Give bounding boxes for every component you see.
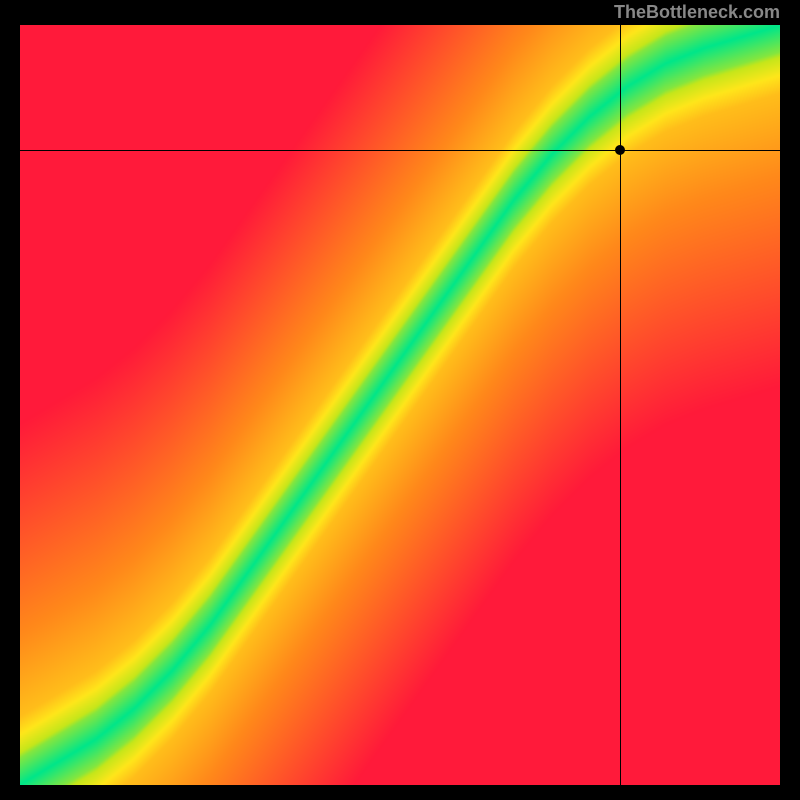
chart-container: TheBottleneck.com [0,0,800,800]
crosshair-marker [615,145,625,155]
crosshair-horizontal [20,150,780,151]
heatmap-canvas [20,25,780,785]
watermark-text: TheBottleneck.com [614,2,780,23]
plot-area [20,25,780,785]
crosshair-vertical [620,25,621,785]
